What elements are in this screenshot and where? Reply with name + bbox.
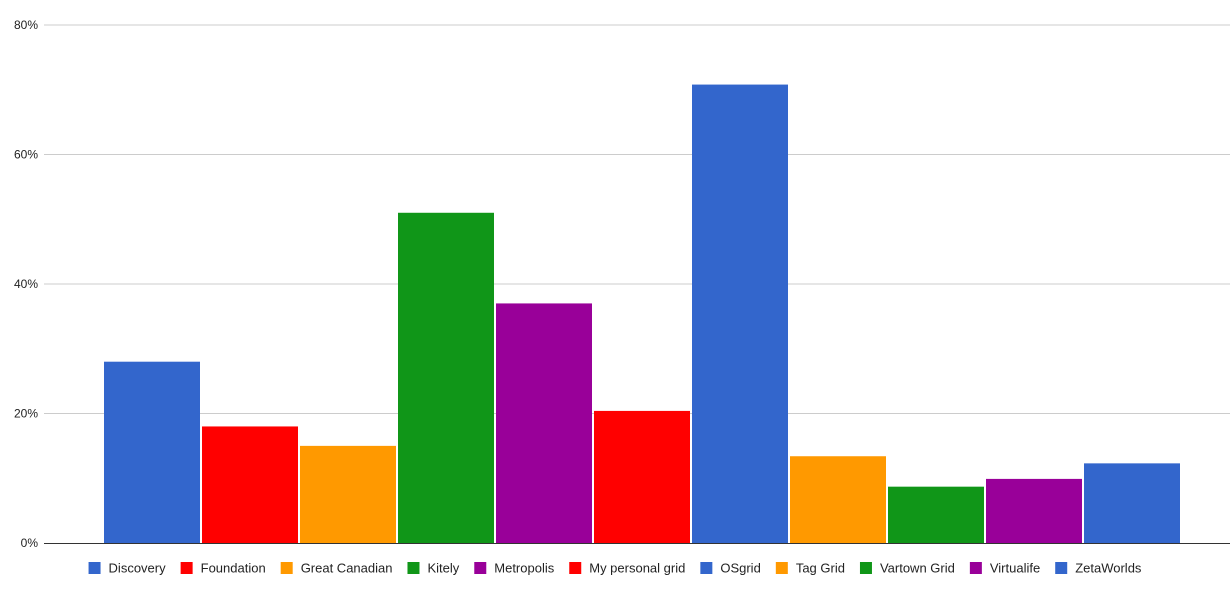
bar-osgrid <box>692 84 788 543</box>
legend-item-osgrid: OSgrid <box>700 561 761 576</box>
legend-swatch <box>88 562 101 574</box>
legend-item-foundation: Foundation <box>180 561 266 576</box>
legend-label: ZetaWorlds <box>1075 561 1142 576</box>
legend-swatch <box>569 562 582 574</box>
y-tick-label: 20% <box>14 407 38 421</box>
bar-vartown-grid <box>888 486 984 543</box>
legend-label: Vartown Grid <box>880 561 955 576</box>
legend-item-metropolis: Metropolis <box>474 561 555 576</box>
legend-label: My personal grid <box>589 561 685 576</box>
bar-discovery <box>104 361 200 543</box>
legend-swatch <box>700 562 713 574</box>
y-tick-label: 80% <box>14 18 38 32</box>
legend-label: Tag Grid <box>796 561 845 576</box>
legend-label: Kitely <box>427 561 459 576</box>
legend-swatch <box>969 562 982 574</box>
legend: Discovery Foundation Great Canadian Kitely M… <box>88 561 1142 576</box>
y-tick-label: 60% <box>14 148 38 162</box>
bar-zetaworlds <box>1084 463 1180 543</box>
bar-foundation <box>202 426 298 543</box>
y-tick-label: 0% <box>21 536 39 550</box>
legend-swatch <box>474 562 487 574</box>
legend-item-great-canadian: Great Canadian <box>280 561 393 576</box>
legend-swatch <box>859 562 872 574</box>
legend-swatch <box>280 562 293 574</box>
y-tick-label: 40% <box>14 277 38 291</box>
bars <box>104 84 1180 543</box>
legend-item-my-personal-grid: My personal grid <box>569 561 685 576</box>
legend-label: Great Canadian <box>301 561 393 576</box>
legend-label: Metropolis <box>494 561 554 576</box>
gridlines <box>44 24 1230 414</box>
legend-swatch <box>1055 562 1068 574</box>
legend-swatch <box>775 562 788 574</box>
legend-item-discovery: Discovery <box>88 561 167 576</box>
bar-great-canadian <box>300 445 396 543</box>
legend-label: Foundation <box>201 561 266 576</box>
legend-label: Virtualife <box>990 561 1040 576</box>
bar-virtualife <box>986 478 1082 543</box>
bar-tag-grid <box>790 456 886 543</box>
legend-item-virtualife: Virtualife <box>969 561 1040 576</box>
bar-metropolis <box>496 303 592 543</box>
legend-item-kitely: Kitely <box>407 561 460 576</box>
legend-swatch <box>407 562 420 574</box>
legend-item-zetaworlds: ZetaWorlds <box>1055 561 1142 576</box>
legend-label: Discovery <box>109 561 167 576</box>
legend-label: OSgrid <box>720 561 760 576</box>
bar-my-personal-grid <box>594 410 690 543</box>
legend-swatch <box>180 562 193 574</box>
legend-item-tag-grid: Tag Grid <box>775 561 845 576</box>
bar-kitely <box>398 212 494 543</box>
legend-item-vartown-grid: Vartown Grid <box>859 561 955 576</box>
y-axis-tick-labels: 0% 20% 40% 60% 80% <box>14 18 38 550</box>
